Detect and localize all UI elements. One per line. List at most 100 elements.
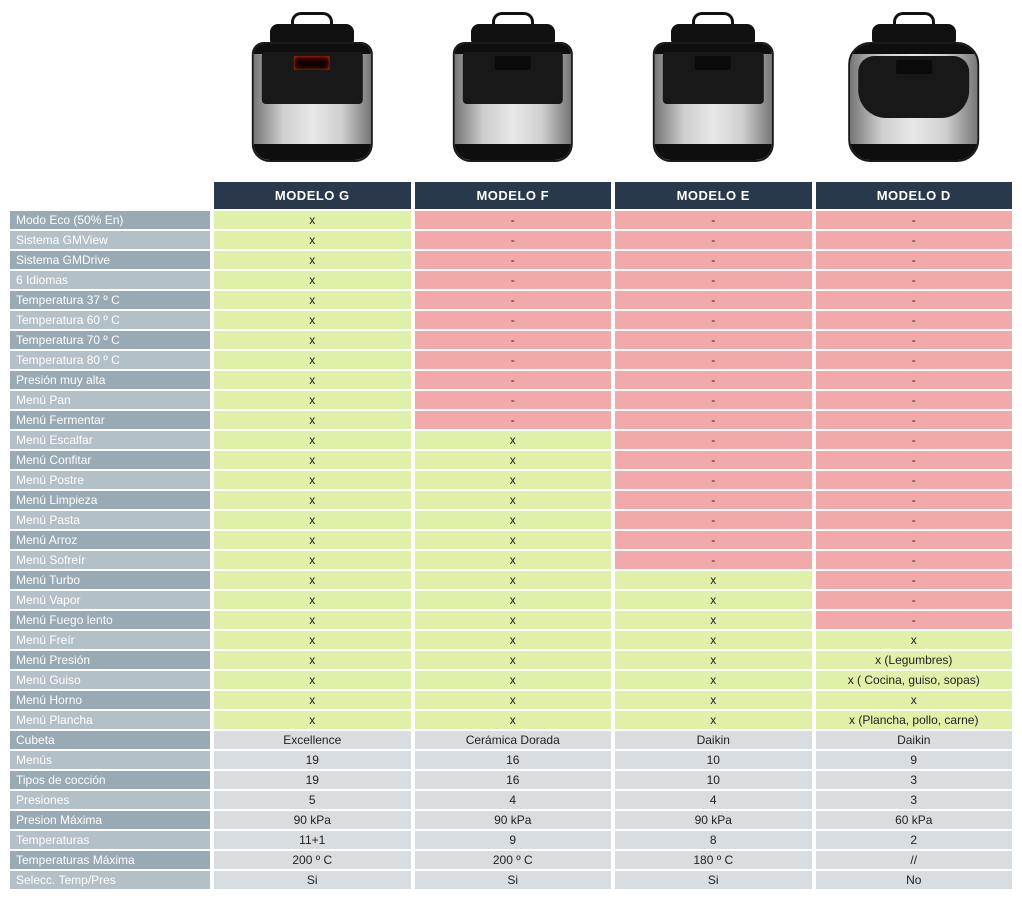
row-label: Cubeta [10,731,210,749]
cell: - [615,431,812,449]
cell: x [214,211,411,229]
cell: Cerámica Dorada [415,731,612,749]
cell: x [214,551,411,569]
row-label: Selecc. Temp/Pres [10,871,210,889]
cell: x [415,431,612,449]
cell: x [214,671,411,689]
cell: 16 [415,771,612,789]
cell: 10 [615,771,812,789]
row-label: Temperatura 37 º C [10,291,210,309]
cell: x [214,691,411,709]
cell: 10 [615,751,812,769]
cell: 200 º C [415,851,612,869]
column-header: MODELO E [615,182,812,209]
cell: x [415,511,612,529]
cell: x [415,491,612,509]
cell: x [214,311,411,329]
cell: 11+1 [214,831,411,849]
cell: - [415,231,612,249]
product-image [415,10,612,180]
cell: x [415,691,612,709]
cell: - [816,591,1013,609]
cell: x [214,571,411,589]
cell: - [615,351,812,369]
row-label: Menú Guiso [10,671,210,689]
cell: x [415,571,612,589]
spacer [10,10,210,180]
row-label: Temperatura 70 º C [10,331,210,349]
cell: - [816,471,1013,489]
cell: - [615,291,812,309]
row-label: Menú Presión [10,651,210,669]
row-label: Temperaturas Máxima [10,851,210,869]
cell: x [615,571,812,589]
row-label: 6 Idiomas [10,271,210,289]
cell: - [816,431,1013,449]
cell: - [816,291,1013,309]
cell: - [415,211,612,229]
cell: x [214,471,411,489]
cell: - [816,351,1013,369]
row-label: Tipos de cocción [10,771,210,789]
cell: x (Plancha, pollo, carne) [816,711,1013,729]
cell: x [214,711,411,729]
cell: x [415,651,612,669]
cell: - [615,471,812,489]
cell: - [816,571,1013,589]
cell: 9 [816,751,1013,769]
cell: - [615,371,812,389]
comparison-table: MODELO GMODELO FMODELO EMODELO DModo Eco… [10,10,1012,889]
cell: 90 kPa [615,811,812,829]
cell: Si [415,871,612,889]
cell: x [415,671,612,689]
row-label: Presiones [10,791,210,809]
cell: - [615,271,812,289]
row-label: Presión muy alta [10,371,210,389]
cell: 180 º C [615,851,812,869]
cell: - [615,491,812,509]
cell: - [415,291,612,309]
cell: 8 [615,831,812,849]
cell: Daikin [816,731,1013,749]
row-label: Presion Máxima [10,811,210,829]
cell: x [615,591,812,609]
row-label: Sistema GMDrive [10,251,210,269]
cell: - [615,391,812,409]
cell: - [816,311,1013,329]
cell: Si [214,871,411,889]
cell: x [214,511,411,529]
cell: 16 [415,751,612,769]
cell: - [816,611,1013,629]
cell: x ( Cocina, guiso, sopas) [816,671,1013,689]
product-image [214,10,411,180]
cell: - [415,411,612,429]
product-image [615,10,812,180]
row-label: Menú Fuego lento [10,611,210,629]
cell: x [214,231,411,249]
cell: - [816,371,1013,389]
cell: 5 [214,791,411,809]
product-image [816,10,1013,180]
cell: - [415,351,612,369]
row-label: Menú Sofreír [10,551,210,569]
cell: x [214,331,411,349]
cell: x [415,631,612,649]
cell: x (Legumbres) [816,651,1013,669]
cell: x [615,671,812,689]
cell: - [615,511,812,529]
cell: - [816,491,1013,509]
cell: 4 [415,791,612,809]
cell: x [615,611,812,629]
spacer [10,182,210,209]
cell: - [615,451,812,469]
cell: - [415,331,612,349]
cell: - [615,251,812,269]
cell: x [214,371,411,389]
cell: x [415,711,612,729]
cell: - [816,231,1013,249]
cell: 90 kPa [415,811,612,829]
cell: x [415,471,612,489]
cell: x [214,631,411,649]
cell: 9 [415,831,612,849]
cell: x [214,291,411,309]
